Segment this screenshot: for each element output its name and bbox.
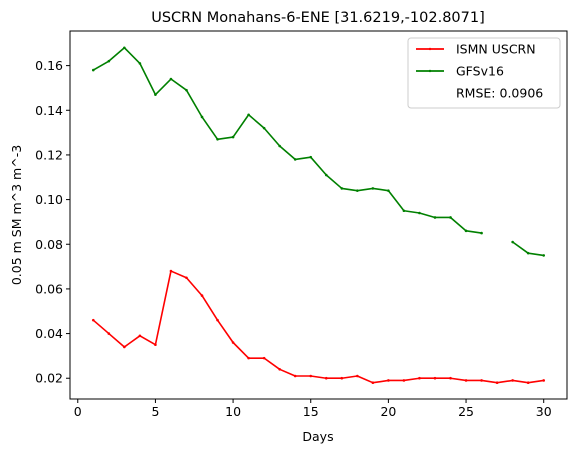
data-point-gfs: [480, 231, 483, 235]
data-point-gfs: [247, 113, 250, 117]
data-point-gfs: [231, 135, 235, 139]
series-layer: [91, 46, 546, 384]
data-point-ismn: [278, 368, 281, 371]
data-point-ismn: [262, 356, 266, 360]
data-point-gfs: [511, 240, 514, 244]
data-point-ismn: [324, 376, 328, 380]
data-point-ismn: [526, 381, 530, 384]
data-point-ismn: [464, 379, 468, 382]
data-point-ismn: [480, 379, 483, 382]
x-axis: 0 5 10 15 20 25 30: [74, 399, 552, 419]
series-line-gfs: [92, 46, 482, 234]
data-point-gfs: [464, 229, 468, 233]
y-axis-label: 0.05 m SM m^3 m^-3: [9, 145, 24, 285]
y-tick-label: 0.12: [35, 147, 63, 162]
y-tick-label: 0.08: [35, 237, 63, 252]
x-tick-label: 0: [74, 404, 82, 419]
data-point-gfs: [123, 46, 126, 50]
data-point-gfs: [216, 138, 219, 141]
legend-marker-gfs: [428, 69, 432, 73]
data-point-ismn: [402, 379, 406, 382]
data-point-gfs: [185, 88, 188, 92]
data-point-ismn: [495, 381, 499, 384]
x-tick-label: 5: [151, 404, 159, 419]
data-point-ismn: [231, 341, 235, 344]
y-tick-label: 0.16: [35, 58, 63, 73]
rmse-annotation: RMSE: 0.0906: [456, 86, 543, 101]
legend-label-gfs: GFSv16: [456, 64, 504, 79]
data-point-gfs: [542, 254, 546, 257]
y-tick-label: 0.04: [35, 326, 63, 341]
legend-box: [407, 37, 561, 109]
x-tick-label: 10: [225, 404, 241, 419]
y-axis: 0.02 0.04 0.06 0.08 0.10 0.12 0.14 0.16: [35, 58, 70, 386]
legend: ISMN USCRN GFSv16 RMSE: 0.0906: [407, 37, 561, 109]
legend-marker-ismn: [428, 47, 432, 51]
x-tick-label: 25: [458, 404, 474, 419]
data-point-gfs: [91, 68, 95, 72]
data-point-gfs: [418, 211, 421, 215]
data-point-ismn: [309, 374, 313, 378]
chart-title: USCRN Monahans-6-ENE [31.6219,-102.8071]: [151, 10, 485, 26]
data-point-gfs: [107, 59, 111, 63]
data-point-gfs: [262, 126, 266, 130]
x-tick-label: 15: [303, 404, 319, 419]
x-tick-label: 30: [536, 404, 552, 419]
data-point-gfs: [309, 155, 313, 159]
x-tick-label: 20: [380, 404, 396, 419]
data-point-ismn: [433, 376, 437, 380]
data-point-gfs: [340, 187, 344, 190]
data-point-gfs: [293, 158, 297, 161]
data-point-gfs: [138, 62, 142, 65]
data-point-ismn: [169, 269, 173, 273]
y-tick-label: 0.02: [35, 371, 63, 386]
axes-frame: [69, 30, 568, 400]
data-point-ismn: [387, 379, 390, 382]
data-point-gfs: [387, 189, 390, 192]
data-point-gfs: [356, 189, 359, 192]
data-point-ismn: [185, 276, 188, 280]
data-point-ismn: [356, 374, 359, 378]
data-point-gfs: [324, 173, 328, 177]
x-axis-label: Days: [302, 429, 333, 444]
data-point-gfs: [278, 144, 281, 148]
data-point-ismn: [371, 381, 375, 384]
legend-label-ismn: ISMN USCRN: [456, 42, 536, 57]
data-point-ismn: [418, 376, 421, 380]
data-point-gfs: [169, 77, 173, 81]
data-point-ismn: [247, 356, 250, 360]
data-point-ismn: [340, 376, 344, 380]
data-point-gfs: [449, 216, 452, 219]
data-point-gfs: [200, 115, 204, 119]
data-point-gfs: [526, 251, 530, 255]
data-point-ismn: [91, 318, 95, 322]
data-point-ismn: [123, 345, 126, 349]
y-tick-label: 0.10: [35, 192, 63, 207]
data-point-gfs: [154, 93, 157, 96]
series-line-ismn: [92, 270, 544, 384]
data-point-ismn: [293, 374, 297, 378]
y-tick-label: 0.06: [35, 281, 63, 296]
data-point-ismn: [511, 379, 514, 382]
data-point-ismn: [107, 332, 111, 335]
data-point-ismn: [154, 343, 157, 347]
data-point-gfs: [371, 187, 375, 190]
data-point-ismn: [200, 294, 204, 297]
data-point-ismn: [138, 334, 142, 338]
data-point-ismn: [449, 376, 452, 380]
data-point-ismn: [542, 379, 546, 382]
y-tick-label: 0.14: [35, 103, 63, 118]
data-point-gfs: [433, 216, 437, 219]
data-point-gfs: [402, 209, 406, 213]
data-point-ismn: [216, 318, 219, 322]
